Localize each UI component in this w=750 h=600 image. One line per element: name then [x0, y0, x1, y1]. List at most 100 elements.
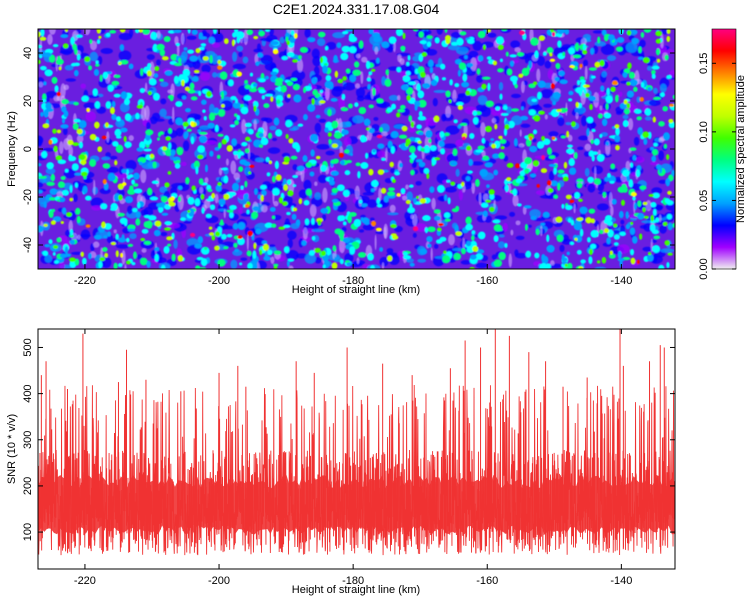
heatmap-cell	[392, 235, 399, 240]
heatmap-cell	[248, 171, 252, 175]
heatmap-cell	[418, 110, 423, 118]
figure-title: C2E1.2024.331.17.08.G04	[273, 1, 440, 17]
heatmap-cell	[133, 172, 140, 180]
heatmap-cell	[115, 116, 121, 122]
heatmap-cell	[199, 131, 208, 135]
heatmap-cell	[514, 249, 519, 256]
heatmap-cell	[663, 143, 668, 149]
heatmap-cell	[646, 65, 653, 71]
heatmap-cell	[372, 149, 376, 153]
heatmap-cell	[642, 207, 646, 213]
heatmap-cell	[246, 209, 250, 215]
heatmap-cell	[125, 169, 130, 176]
heatmap-cell	[118, 262, 123, 268]
heatmap-cell	[43, 81, 47, 86]
heatmap-cell	[588, 95, 596, 102]
heatmap-cell	[633, 136, 640, 146]
heatmap-cell	[220, 100, 233, 111]
heatmap-cell	[548, 163, 557, 167]
heatmap-cell	[125, 159, 137, 171]
heatmap-cell	[273, 117, 280, 126]
heatmap-cell	[234, 248, 240, 253]
heatmap-cell	[44, 69, 53, 77]
heatmap-cell	[470, 161, 484, 166]
heatmap-cell	[223, 225, 235, 230]
heatmap-cell	[230, 95, 237, 101]
heatmap-cell	[86, 108, 91, 112]
heatmap-cell	[201, 64, 211, 74]
heatmap-cell	[69, 239, 75, 245]
heatmap-cell	[321, 250, 327, 257]
colorbar-gradient	[712, 29, 736, 269]
heatmap-cell	[412, 29, 419, 32]
heatmap-cell	[638, 46, 642, 54]
x-tick-label: -140	[610, 275, 632, 287]
heatmap-cell	[618, 91, 623, 97]
heatmap-cell	[330, 159, 339, 164]
heatmap-cell	[241, 118, 247, 134]
heatmap-cell	[244, 122, 252, 128]
heatmap-cell	[64, 253, 72, 257]
heatmap-cell	[93, 241, 100, 248]
heatmap-cell	[588, 248, 593, 256]
x-tick-label: -200	[208, 275, 230, 287]
heatmap-cell	[475, 149, 484, 153]
heatmap-cell	[381, 41, 390, 49]
heatmap-cell	[658, 150, 665, 161]
heatmap-cell	[302, 155, 308, 163]
heatmap-cell	[46, 162, 54, 170]
heatmap-cell	[161, 56, 169, 61]
heatmap-cell	[553, 194, 559, 199]
heatmap-cell	[112, 141, 119, 147]
heatmap-cell	[194, 243, 203, 249]
heatmap-cell	[262, 243, 270, 251]
heatmap-cell	[330, 170, 339, 176]
x-tick-label: -160	[476, 575, 498, 587]
heatmap-cell	[314, 257, 322, 264]
heatmap-cell	[587, 176, 594, 183]
heatmap-cell	[324, 127, 330, 133]
heatmap-cell	[465, 176, 471, 182]
heatmap-cell	[223, 193, 230, 200]
heatmap-cell	[101, 156, 111, 161]
heatmap-cell	[479, 168, 489, 177]
heatmap-cell	[621, 183, 627, 191]
heatmap-cell	[371, 68, 376, 72]
heatmap-cell	[304, 29, 311, 38]
heatmap-cell	[521, 67, 530, 77]
heatmap-cell	[542, 51, 547, 56]
heatmap-cell	[99, 257, 106, 262]
heatmap-cell	[356, 95, 365, 102]
heatmap-cell	[196, 256, 204, 261]
heatmap-cell	[214, 124, 219, 133]
heatmap-cell	[159, 49, 166, 57]
heatmap-cell	[376, 98, 384, 104]
heatmap-cell	[44, 244, 51, 248]
heatmap-cell	[285, 133, 289, 140]
heatmap-cell	[339, 215, 346, 222]
heatmap-cell	[328, 138, 332, 145]
heatmap-cell	[459, 122, 468, 127]
heatmap-cell	[625, 41, 638, 53]
heatmap-cell	[530, 37, 539, 46]
heatmap-cell	[528, 109, 537, 116]
heatmap-cell	[337, 78, 344, 84]
heatmap-cell	[355, 162, 361, 167]
heatmap-cell	[42, 147, 56, 152]
heatmap-cell	[159, 78, 164, 82]
heatmap-cell	[470, 235, 475, 241]
heatmap-cell	[388, 94, 399, 101]
heatmap-cell	[491, 117, 497, 124]
heatmap-cell	[430, 247, 433, 261]
heatmap-cell	[426, 243, 432, 248]
heatmap-cell	[124, 264, 127, 269]
heatmap-cell	[105, 101, 112, 109]
heatmap-cell	[311, 235, 316, 241]
heatmap-cell	[540, 225, 543, 237]
heatmap-cell	[127, 205, 133, 215]
heatmap-cell	[633, 202, 637, 211]
heatmap-cell	[544, 114, 548, 120]
heatmap-cell	[375, 227, 382, 232]
heatmap-cell	[342, 237, 351, 243]
heatmap-cell	[71, 163, 79, 171]
